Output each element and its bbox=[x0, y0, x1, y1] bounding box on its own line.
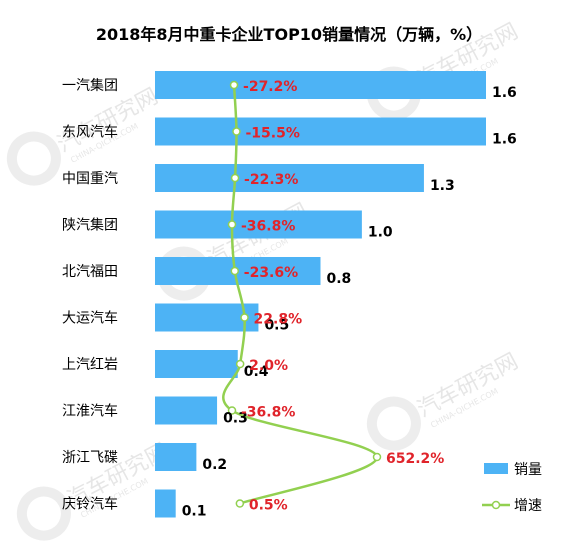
growth-value-label: -22.3% bbox=[244, 172, 298, 188]
growth-value-label: 0.5% bbox=[249, 498, 288, 514]
category-label: 浙江飞碟 bbox=[62, 450, 118, 466]
growth-value-label: -15.5% bbox=[245, 126, 299, 142]
legend-label-sales: 销量 bbox=[514, 462, 542, 478]
chart-title: 2018年8月中重卡企业TOP10销量情况（万辆，%） bbox=[96, 25, 482, 44]
growth-marker-4 bbox=[227, 220, 237, 229]
growth-value-label: 2.0% bbox=[249, 358, 288, 374]
bar-value-label: 0.1 bbox=[182, 504, 207, 520]
bar-1 bbox=[155, 71, 486, 99]
growth-marker-7 bbox=[235, 359, 245, 369]
line-layer bbox=[222, 80, 382, 508]
growth-value-label: 652.2% bbox=[386, 451, 444, 467]
bar-7 bbox=[155, 350, 238, 378]
bar-value-label: 0.4 bbox=[244, 364, 269, 380]
growth-value-label: -36.8% bbox=[241, 405, 295, 421]
watermark-logo-icon bbox=[16, 486, 71, 541]
bar-3 bbox=[155, 164, 424, 192]
growth-marker-5 bbox=[230, 266, 240, 276]
watermark-text: 汽车研究网 bbox=[53, 84, 162, 158]
bar-8 bbox=[155, 396, 218, 425]
category-label: 上汽红岩 bbox=[62, 357, 118, 373]
category-label: 庆铃汽车 bbox=[62, 496, 118, 513]
bar-value-label: 0.5 bbox=[264, 318, 289, 334]
growth-marker-3 bbox=[230, 173, 240, 183]
bar-value-label: 1.6 bbox=[492, 132, 517, 148]
category-label: 东风汽车 bbox=[62, 124, 118, 141]
growth-marker-2 bbox=[232, 127, 241, 136]
watermark-logo-icon bbox=[366, 396, 421, 451]
category-label: 大运汽车 bbox=[62, 310, 118, 327]
category-label: 江淮汽车 bbox=[62, 403, 118, 420]
legend-marker-growth bbox=[491, 500, 501, 510]
growth-line bbox=[222, 84, 379, 505]
growth-value-label: -23.6% bbox=[244, 265, 298, 281]
legend-swatch-bar bbox=[484, 463, 508, 474]
legend-label-growth: 增速 bbox=[514, 498, 542, 514]
growth-value-label: -36.8% bbox=[241, 219, 295, 235]
labels-layer: 一汽集团 1.6 东风汽车 1.6 中国重汽 1.3 陕汽集团 1.0 北汽福田 0.8 大运汽车 0… bbox=[62, 77, 517, 520]
bar-value-label: 0.8 bbox=[327, 271, 352, 287]
bar-value-label: 1.3 bbox=[430, 178, 455, 194]
growth-marker-1 bbox=[229, 80, 239, 90]
bar-value-label: 0.3 bbox=[223, 411, 248, 427]
category-label: 陕汽集团 bbox=[62, 217, 118, 234]
growth-marker-10 bbox=[235, 499, 245, 508]
bar-value-label: 1.6 bbox=[492, 85, 517, 101]
category-label: 一汽集团 bbox=[62, 77, 118, 94]
growth-marker-8 bbox=[227, 406, 237, 415]
watermark-logo-icon bbox=[6, 131, 61, 186]
bar-9 bbox=[155, 443, 197, 471]
bar-value-label: 1.0 bbox=[368, 225, 393, 241]
growth-marker-9 bbox=[372, 452, 382, 462]
category-label: 北汽福田 bbox=[62, 264, 118, 280]
growth-value-label: 22.8% bbox=[254, 312, 303, 328]
bar-4 bbox=[155, 210, 362, 239]
category-label: 中国重汽 bbox=[62, 171, 118, 187]
watermark-text: 汽车研究网 bbox=[413, 349, 522, 423]
bar-value-label: 0.2 bbox=[202, 457, 227, 473]
growth-marker-6 bbox=[240, 313, 249, 322]
bar-2 bbox=[155, 117, 486, 146]
bar-10 bbox=[155, 489, 176, 518]
growth-value-label: -27.2% bbox=[243, 79, 297, 95]
